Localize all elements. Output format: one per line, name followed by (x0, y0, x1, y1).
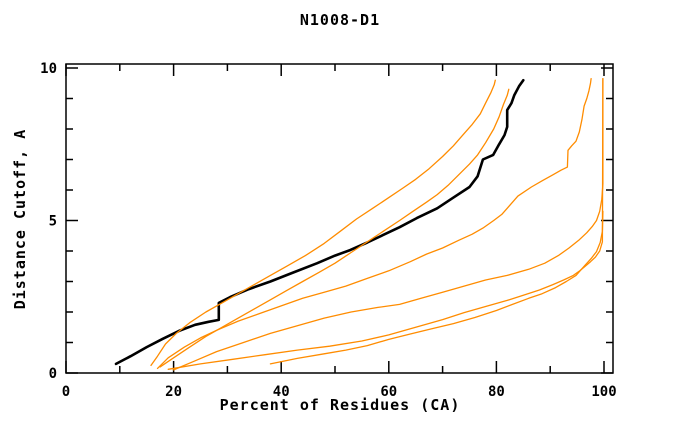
curve-model-orange-b (159, 88, 510, 368)
x-tick-label: 60 (380, 384, 397, 400)
curve-model-black-main (114, 78, 525, 366)
y-tick-label: 10 (40, 61, 57, 77)
y-tick-label: 5 (49, 214, 57, 230)
curve-model-orange-d (172, 78, 604, 371)
curve-model-orange-a (150, 79, 496, 367)
plot-frame (65, 63, 614, 374)
x-tick-label: 40 (273, 384, 290, 400)
x-tick-label: 100 (591, 384, 616, 400)
chart-title: N1008-D1 (299, 11, 381, 29)
x-tick-label: 0 (62, 384, 70, 400)
y-tick-label: 0 (49, 366, 57, 382)
curve-model-orange-c (156, 78, 592, 370)
x-axis-label: Percent of Residues (CA) (219, 396, 461, 414)
x-tick-label: 20 (165, 384, 182, 400)
curve-model-orange-e (167, 78, 604, 370)
curve-model-orange-f (269, 210, 604, 365)
x-tick-label: 80 (488, 384, 505, 400)
